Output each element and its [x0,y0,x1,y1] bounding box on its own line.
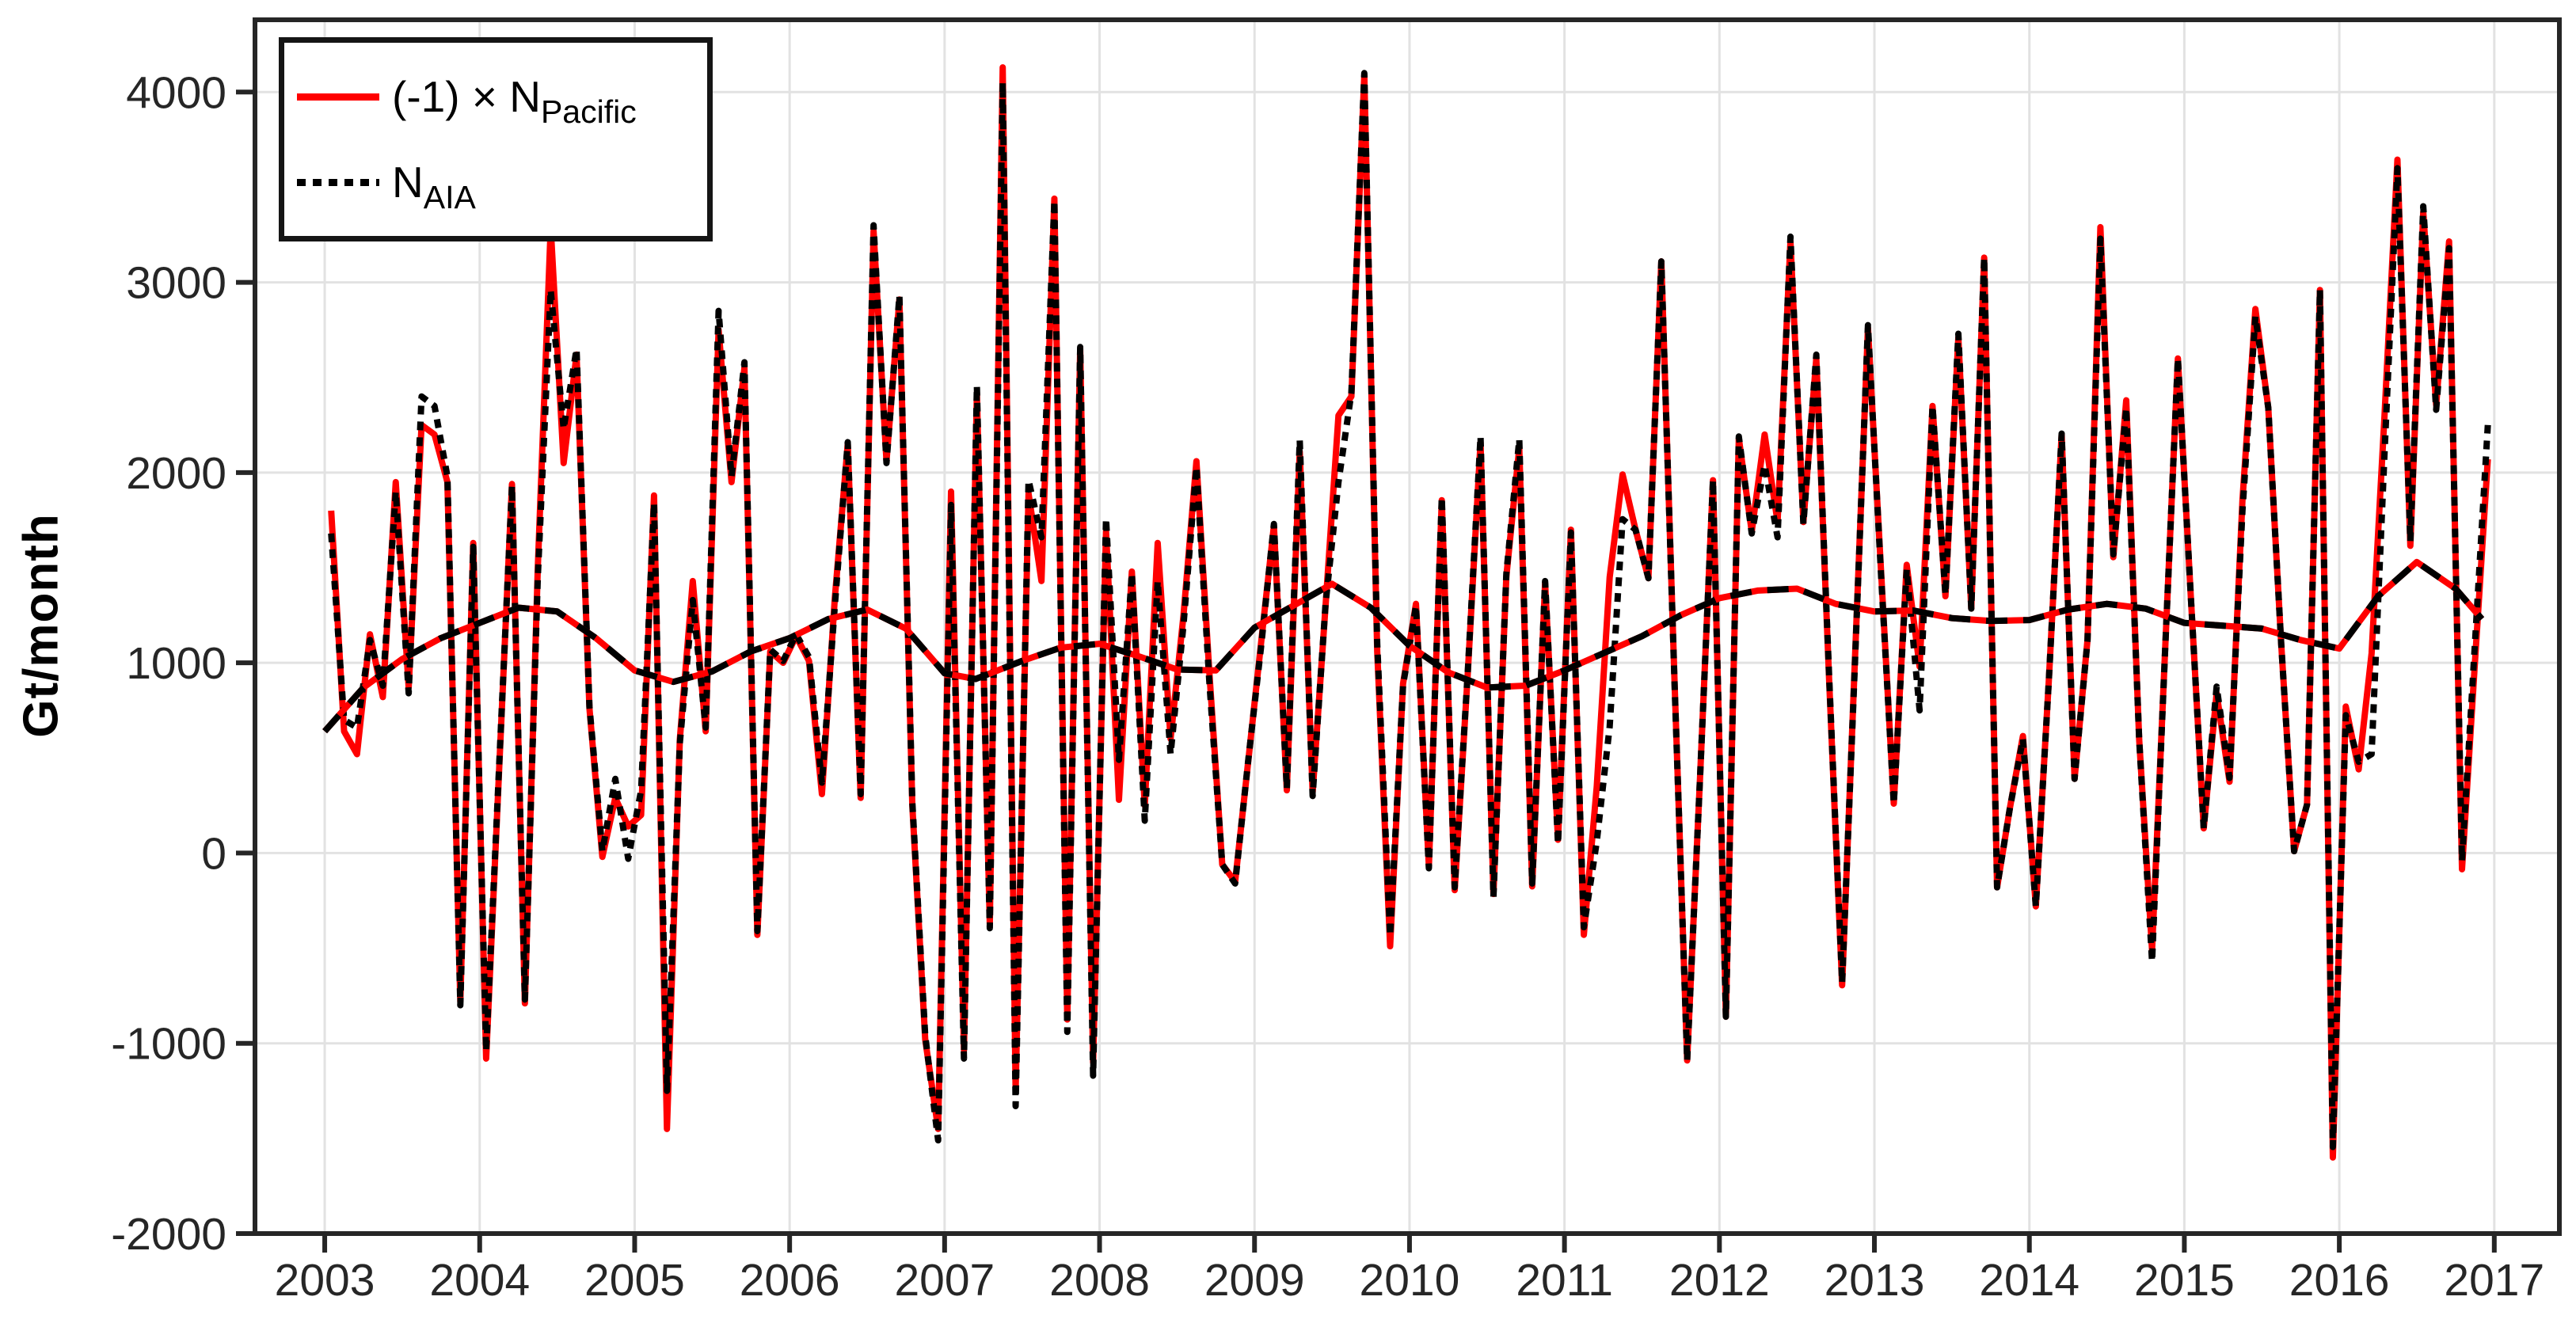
x-tick-label: 2008 [1049,1255,1150,1306]
legend-label: NAIA [392,157,476,215]
y-tick-label: 4000 [126,67,226,118]
x-tick-label: 2014 [1979,1255,2079,1306]
x-tick-label: 2005 [584,1255,685,1306]
y-tick-label: -1000 [111,1019,226,1070]
x-tick-label: 2007 [894,1255,995,1306]
legend-entry-npacific: (-1) × NPacific [297,71,699,130]
legend-sample-red-solid-line [297,93,379,101]
x-tick-label: 2015 [2134,1255,2235,1306]
x-tick-label: 2016 [2289,1255,2390,1306]
y-tick-label: -2000 [111,1209,226,1260]
x-tick-label: 2012 [1669,1255,1770,1306]
y-tick-label: 3000 [126,258,226,309]
legend-sample-black-dotted-line [297,178,379,186]
x-tick-label: 2011 [1516,1255,1613,1306]
series-line-naia-filtered [322,558,2485,734]
legend: (-1) × NPacific NAIA [279,37,713,241]
y-tick-label: 0 [201,828,226,879]
x-tick-label: 2004 [429,1255,530,1306]
legend-label: (-1) × NPacific [392,71,637,130]
y-tick-label: 1000 [126,638,226,689]
x-tick-label: 2017 [2444,1255,2544,1306]
x-tick-label: 2006 [740,1255,840,1306]
y-tick-label: 2000 [126,448,226,499]
x-tick-label: 2009 [1204,1255,1305,1306]
x-tick-label: 2003 [275,1255,375,1306]
x-tick-label: 2013 [1825,1255,1925,1306]
y-axis-label: Gt/month [13,513,69,738]
legend-entry-naia: NAIA [297,157,699,215]
x-tick-label: 2010 [1360,1255,1460,1306]
